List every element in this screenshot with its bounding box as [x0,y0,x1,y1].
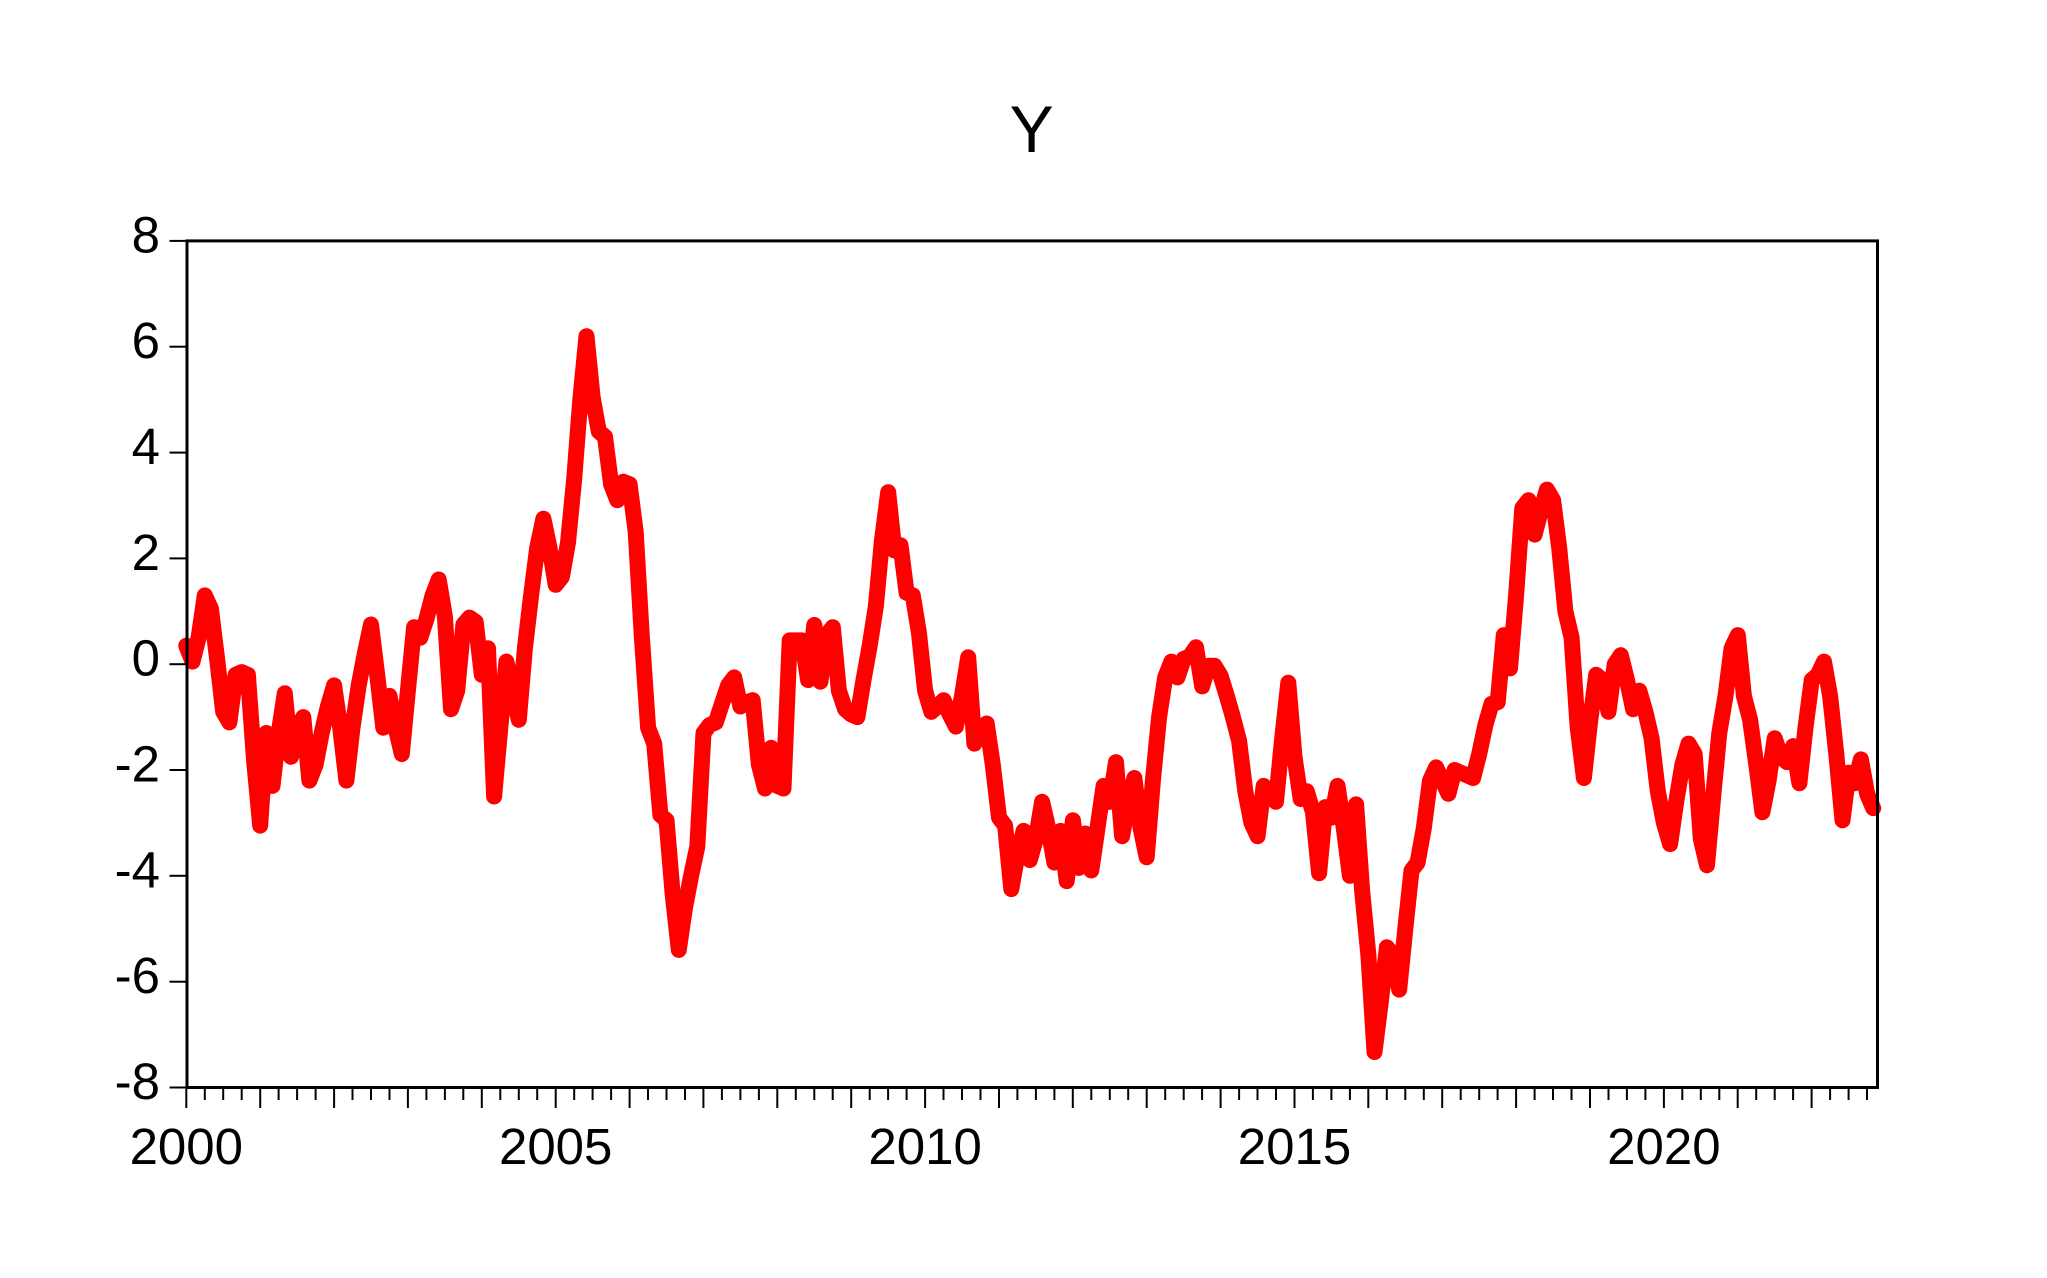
svg-text:2010: 2010 [868,1118,981,1175]
svg-text:2: 2 [132,524,160,581]
svg-text:2020: 2020 [1607,1118,1720,1175]
svg-text:2000: 2000 [130,1118,243,1175]
svg-text:Y: Y [1010,92,1054,166]
svg-text:2015: 2015 [1238,1118,1351,1175]
svg-text:6: 6 [132,312,160,369]
svg-text:8: 8 [132,206,160,263]
svg-text:2005: 2005 [499,1118,612,1175]
svg-text:-6: -6 [115,947,160,1004]
svg-text:-4: -4 [115,841,160,898]
svg-text:0: 0 [132,630,160,687]
svg-text:-2: -2 [115,736,160,793]
svg-text:4: 4 [132,418,160,475]
svg-text:-8: -8 [115,1053,160,1110]
